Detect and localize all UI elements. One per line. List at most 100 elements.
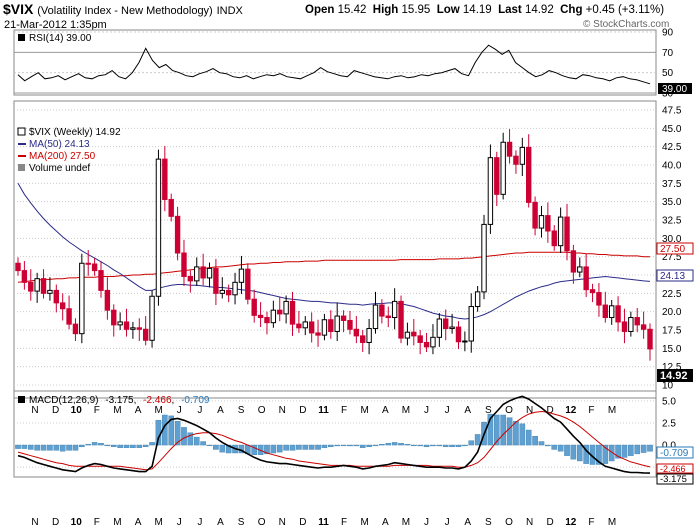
last-value: 14.92 — [524, 4, 554, 16]
candle-body — [398, 300, 404, 339]
price-tick-label: 35.0 — [662, 197, 682, 208]
candle-body — [232, 281, 238, 296]
candle-body — [130, 327, 136, 330]
legend-volume: Volume undef — [18, 163, 90, 174]
candle-body — [91, 263, 98, 272]
price-tick-label: 45.0 — [662, 124, 682, 135]
price-tick-label: 47.5 — [662, 106, 682, 117]
macd-hist-bar — [321, 444, 328, 448]
candle-body — [283, 300, 289, 315]
candle-body — [194, 266, 200, 282]
candle-body — [621, 321, 628, 332]
x-tick-label: M — [361, 405, 369, 416]
x-tick-label: D — [299, 405, 306, 416]
macd-hist-bar — [391, 442, 398, 446]
candle-body — [519, 146, 526, 165]
candle-body — [21, 270, 28, 283]
hist-tag — [656, 446, 694, 459]
macd-frame — [13, 390, 657, 478]
candle-body — [379, 304, 385, 317]
x-tick-label: S — [485, 517, 492, 528]
macd-line — [17, 395, 651, 474]
legend-ma200-text: MA(200) 27.50 — [29, 151, 96, 162]
candle-body — [500, 141, 506, 195]
candle-body — [340, 315, 347, 321]
x-tick-label: A — [217, 405, 224, 416]
macd-hist-bar — [462, 444, 468, 447]
price-tick-label: 27.5 — [662, 252, 682, 263]
signal-tag-text: -2.466 — [660, 464, 686, 474]
macd-hist-bar — [21, 444, 28, 449]
candle-body — [372, 304, 379, 330]
macd-hist-bar — [200, 441, 206, 446]
candle-body — [149, 295, 155, 341]
price-grid — [14, 109, 656, 386]
macd-hist-bar — [398, 443, 404, 446]
candle-body — [72, 323, 79, 335]
candle-body — [136, 327, 142, 330]
candle-body — [53, 289, 60, 304]
price-panel: 47.545.042.540.037.535.032.530.027.525.0… — [13, 100, 694, 399]
macd-hist-bar — [608, 444, 615, 462]
ma200-tag — [656, 242, 694, 255]
macd-hist-bar — [130, 444, 136, 448]
x-tick-label: M — [113, 517, 121, 528]
x-tick-label: F — [94, 517, 100, 528]
macd-hist-bar — [174, 420, 181, 446]
legend-volume-swatch — [18, 164, 25, 171]
candle-body — [200, 266, 206, 279]
candle-body — [506, 141, 513, 157]
x-tick-label: J — [177, 405, 182, 416]
candle-body — [308, 321, 315, 334]
rsi-tick-label: 90 — [662, 28, 674, 39]
candle-body — [47, 289, 53, 294]
price-tick-label: 40.0 — [662, 161, 682, 172]
price-tick-label: 10 — [662, 381, 674, 392]
macd-hist-bar — [206, 444, 213, 447]
macd-tag — [656, 473, 694, 485]
x-tick-label: O — [258, 405, 266, 416]
price-tick-label: 17.5 — [662, 326, 682, 337]
candle-body — [404, 331, 411, 339]
x-tick-label: S — [238, 517, 245, 528]
candle-body — [123, 321, 130, 330]
candle-body — [181, 252, 187, 277]
x-tick-label: S — [238, 405, 245, 416]
x-tick-label: A — [464, 405, 471, 416]
candle-body — [219, 289, 225, 294]
macd-hist-bar — [359, 444, 366, 448]
macd-hist-bar — [142, 444, 149, 448]
macd-hist-bar — [219, 444, 226, 453]
candle-body — [615, 305, 621, 323]
rsi-frame — [13, 29, 657, 96]
macd-hist-bar — [98, 443, 104, 446]
candle-body — [557, 216, 564, 247]
candle-body — [174, 215, 181, 254]
macd-hist-bar — [149, 442, 155, 446]
last-label: Last — [498, 4, 522, 16]
macd-hist-bar — [455, 444, 462, 448]
candle-body — [640, 324, 647, 330]
x-tick-label: M — [402, 405, 410, 416]
macd-hist-bar — [628, 444, 634, 456]
x-tick-label: M — [402, 517, 410, 528]
x-tick-label: D — [547, 517, 554, 528]
x-tick-label: J — [424, 517, 429, 528]
date-label: 21-Mar-2012 1:35pm — [4, 19, 107, 31]
macd-hist-bar — [91, 442, 98, 446]
macd-hist-bar — [551, 444, 558, 450]
macd-hist-bar — [328, 444, 334, 448]
ma200-line — [17, 251, 650, 283]
macd-hist-bar — [538, 441, 545, 446]
macd-hist-bar — [602, 444, 609, 464]
candle-body — [487, 157, 494, 225]
chg-value: +0.45 (+3.11%) — [585, 4, 665, 16]
macd-hist-bar — [545, 444, 551, 447]
x-axis-macd: N D 10 F M A M J J A S O N D 11 F M A M J J A S O N D 12 F M — [31, 517, 616, 528]
exchange: INDX — [216, 5, 243, 17]
x-tick-label: D — [52, 405, 59, 416]
x-tick-label: D — [299, 517, 306, 528]
macd-hist-bar — [366, 444, 372, 448]
macd-hist-bar — [47, 444, 53, 451]
